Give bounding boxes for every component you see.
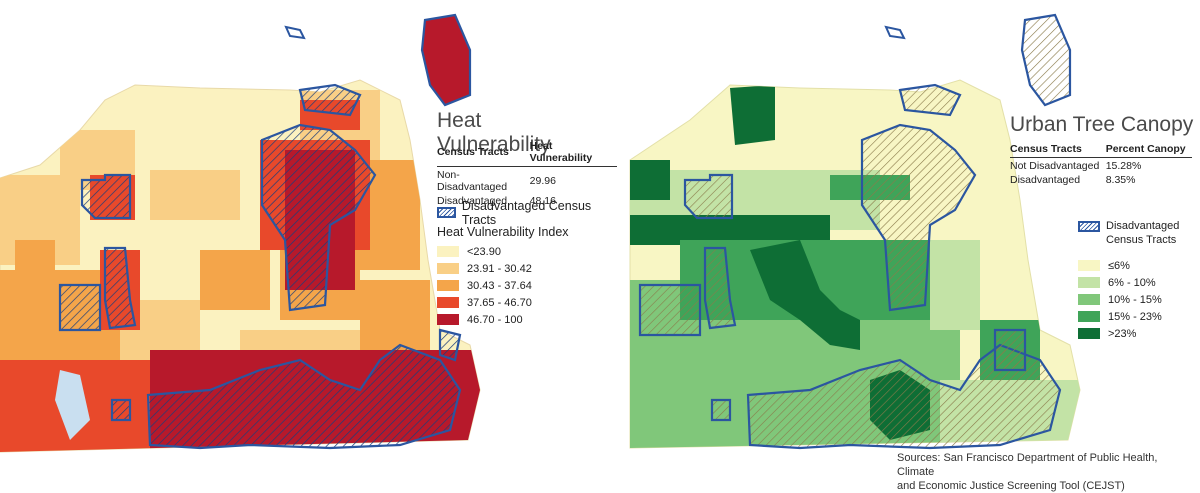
alcatraz-right bbox=[884, 25, 906, 40]
disadvantaged-legend-item: Disadvantaged Census Tracts bbox=[437, 199, 600, 227]
disadvantaged-tracts-right bbox=[638, 83, 1062, 450]
legend-swatch bbox=[437, 263, 459, 274]
source-line-1: Sources: San Francisco Department of Pub… bbox=[897, 452, 1158, 478]
row-value: 29.96 bbox=[529, 175, 556, 187]
legend-item: 23.91 - 30.42 bbox=[437, 260, 600, 277]
treasure-island-left bbox=[420, 13, 472, 107]
table-header: Heat Vulnerability bbox=[529, 139, 617, 167]
table-row: Non-Disadvantaged 29.96 bbox=[437, 167, 617, 193]
hatch-swatch bbox=[1078, 221, 1100, 232]
alcatraz-left bbox=[284, 25, 306, 40]
legend-swatch bbox=[1078, 277, 1100, 288]
heat-map-canvas bbox=[0, 13, 481, 453]
legend-label: 6% - 10% bbox=[1108, 276, 1156, 289]
source-citation: Sources: San Francisco Department of Pub… bbox=[897, 451, 1197, 493]
canopy-title: Urban Tree Canopy bbox=[1010, 113, 1194, 136]
legend-label: <23.90 bbox=[467, 245, 501, 258]
disadvantaged-tracts-left bbox=[58, 83, 462, 450]
legend-label: 15% - 23% bbox=[1108, 310, 1162, 323]
legend-swatch bbox=[437, 314, 459, 325]
legend-title: Heat Vulnerability Index bbox=[437, 225, 569, 239]
legend-item: ≤6% bbox=[1078, 257, 1179, 274]
legend-item: 6% - 10% bbox=[1078, 274, 1179, 291]
legend-label: ≤6% bbox=[1108, 259, 1130, 272]
disadvantaged-label: Disadvantaged Census Tracts bbox=[461, 198, 592, 227]
canopy-map-canvas bbox=[629, 13, 1081, 450]
row-label: Not Disadvantaged bbox=[1010, 160, 1100, 172]
row-value: 15.28% bbox=[1105, 160, 1142, 172]
legend-label: 10% - 15% bbox=[1108, 293, 1162, 306]
row-label: Non-Disadvantaged bbox=[437, 169, 508, 193]
legend-label: 37.65 - 46.70 bbox=[467, 296, 532, 309]
disadvantaged-label-line2: Census Tracts bbox=[1106, 234, 1177, 246]
legend-item: 30.43 - 37.64 bbox=[437, 277, 600, 294]
row-label: Disadvantaged bbox=[437, 195, 508, 207]
table-row: Disadvantaged 8.35% bbox=[1010, 172, 1192, 186]
tree-canopy-map: Urban Tree Canopy Census Tracts Percent … bbox=[600, 0, 1200, 485]
source-line-2: and Economic Justice Screening Tool (CEJ… bbox=[897, 480, 1125, 492]
legend-label: 46.70 - 100 bbox=[467, 313, 523, 326]
hatch-swatch bbox=[437, 207, 456, 218]
legend-item: >23% bbox=[1078, 325, 1179, 342]
disadvantaged-legend-item: Disadvantaged Census Tracts bbox=[1078, 219, 1179, 247]
treasure-island-right bbox=[1020, 13, 1072, 107]
legend-item: <23.90 bbox=[437, 243, 600, 260]
row-value: 8.35% bbox=[1105, 174, 1136, 186]
canopy-stats-table: Census Tracts Percent Canopy Not Disadva… bbox=[1010, 142, 1192, 186]
legend-item: 10% - 15% bbox=[1078, 291, 1179, 308]
legend-item: 37.65 - 46.70 bbox=[437, 294, 600, 311]
legend-item: 15% - 23% bbox=[1078, 308, 1179, 325]
canopy-legend: Disadvantaged Census Tracts ≤6% 6% - 10%… bbox=[1078, 219, 1179, 342]
legend-swatch bbox=[1078, 328, 1100, 339]
table-row: Not Disadvantaged 15.28% bbox=[1010, 158, 1192, 172]
legend-swatch bbox=[1078, 294, 1100, 305]
legend-label: >23% bbox=[1108, 327, 1137, 340]
legend-swatch bbox=[437, 280, 459, 291]
legend-swatch bbox=[1078, 311, 1100, 322]
table-row: Disadvantaged 48.16 bbox=[437, 193, 617, 207]
legend-swatch bbox=[1078, 260, 1100, 271]
legend-swatch bbox=[437, 297, 459, 308]
heat-vulnerability-map: Heat Vulnerability Census Tracts Heat Vu… bbox=[0, 0, 617, 485]
table-header: Census Tracts bbox=[437, 139, 530, 167]
disadvantaged-label-line1: Disadvantaged bbox=[1106, 220, 1180, 232]
legend-item: 46.70 - 100 bbox=[437, 311, 600, 328]
heat-legend: Disadvantaged Census Tracts Heat Vulnera… bbox=[437, 199, 600, 328]
heat-stats-table: Census Tracts Heat Vulnerability Non-Dis… bbox=[437, 139, 617, 207]
legend-label: 23.91 - 30.42 bbox=[467, 262, 532, 275]
row-value: 48.16 bbox=[529, 195, 556, 207]
disadvantaged-label: Disadvantaged Census Tracts bbox=[1106, 219, 1179, 247]
legend-label: 30.43 - 37.64 bbox=[467, 279, 532, 292]
table-header: Percent Canopy bbox=[1105, 142, 1192, 158]
row-label: Disadvantaged bbox=[1010, 174, 1081, 186]
table-header: Census Tracts bbox=[1010, 142, 1106, 158]
legend-swatch bbox=[437, 246, 459, 257]
